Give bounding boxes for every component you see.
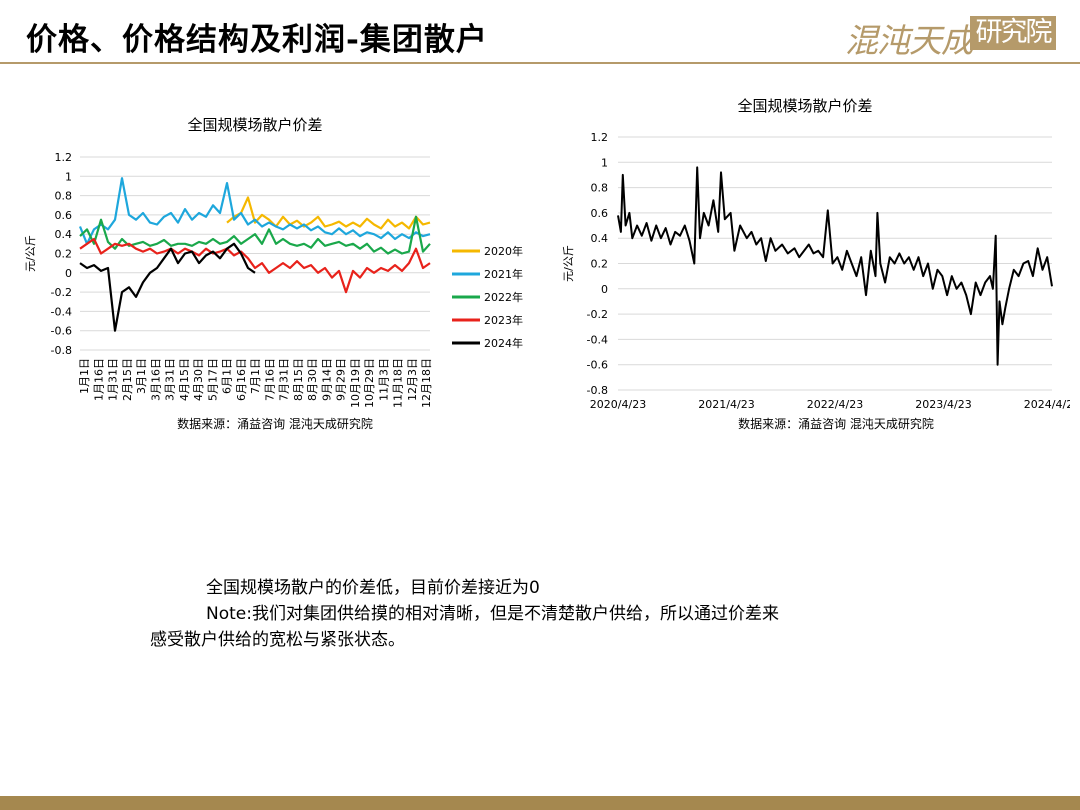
x-tick-label: 10月29日 bbox=[363, 358, 376, 408]
x-tick-label: 9月14日 bbox=[320, 358, 333, 401]
y-axis-label: 元/公斤 bbox=[562, 245, 575, 282]
x-tick-label: 12月3日 bbox=[406, 358, 419, 401]
y-tick-label: -0.6 bbox=[51, 325, 72, 338]
x-tick-label: 2020/4/23 bbox=[590, 398, 646, 411]
legend-label: 2024年 bbox=[484, 336, 523, 350]
company-logo: 混沌天成 研究院 bbox=[845, 8, 1057, 60]
y-tick-label: 0 bbox=[65, 267, 72, 280]
y-tick-label: -0.8 bbox=[587, 384, 608, 397]
y-tick-label: 0.4 bbox=[55, 228, 73, 241]
y-tick-label: -0.4 bbox=[587, 333, 608, 346]
slide-notes: 全国规模场散户的价差低，目前价差接近为0 Note:我们对集团供给摸的相对清晰，… bbox=[150, 575, 779, 653]
note-line-3: 感受散户供给的宽松与紧张状态。 bbox=[150, 630, 405, 650]
y-tick-label: 1.2 bbox=[55, 151, 73, 164]
chart-source: 数据来源：涌益咨询 混沌天成研究院 bbox=[738, 416, 934, 431]
title-divider bbox=[0, 62, 1080, 64]
x-tick-label: 7月1日 bbox=[249, 358, 262, 394]
note-line-2: Note:我们对集团供给摸的相对清晰，但是不清楚散户供给，所以通过价差来 bbox=[206, 604, 779, 624]
x-tick-label: 4月30日 bbox=[192, 358, 205, 401]
y-tick-label: 0.2 bbox=[591, 258, 609, 271]
legend-label: 2020年 bbox=[484, 244, 523, 258]
x-tick-label: 2023/4/23 bbox=[915, 398, 971, 411]
x-tick-label: 2024/4/23 bbox=[1024, 398, 1070, 411]
y-tick-label: 1.2 bbox=[591, 131, 609, 144]
x-tick-label: 2021/4/23 bbox=[698, 398, 754, 411]
x-tick-label: 8月30日 bbox=[306, 358, 319, 401]
chart-title: 全国规模场散户价差 bbox=[737, 97, 872, 115]
y-tick-label: 0.6 bbox=[55, 209, 73, 222]
y-tick-label: 1 bbox=[65, 170, 72, 183]
legend-label: 2022年 bbox=[484, 290, 523, 304]
y-axis-label: 元/公斤 bbox=[24, 235, 37, 272]
x-tick-label: 10月19日 bbox=[349, 358, 362, 408]
y-tick-label: 0.6 bbox=[591, 207, 609, 220]
y-tick-label: -0.6 bbox=[587, 359, 608, 372]
slide-title: 价格、价格结构及利润-集团散户 bbox=[26, 22, 488, 58]
series-line-2024年 bbox=[79, 242, 256, 332]
y-tick-label: 0.8 bbox=[55, 190, 73, 203]
y-tick-label: 0 bbox=[601, 283, 608, 296]
y-tick-label: 0.4 bbox=[591, 232, 609, 245]
x-tick-label: 3月31日 bbox=[164, 358, 177, 401]
y-tick-label: -0.8 bbox=[51, 344, 72, 357]
series-line-2023年 bbox=[79, 237, 431, 294]
series-line-2022年 bbox=[79, 215, 431, 255]
logo-box-text: 研究院 bbox=[970, 16, 1056, 50]
x-tick-label: 8月15日 bbox=[292, 358, 305, 401]
chart-title: 全国规模场散户价差 bbox=[187, 116, 322, 134]
logo-script-text: 混沌天成 bbox=[845, 21, 974, 60]
x-tick-label: 6月1日 bbox=[221, 358, 234, 394]
x-tick-label: 5月17日 bbox=[206, 358, 219, 401]
footer-bar bbox=[0, 796, 1080, 810]
y-tick-label: -0.2 bbox=[587, 308, 608, 321]
series-line-2020年 bbox=[226, 196, 431, 230]
x-tick-label: 1月16日 bbox=[92, 358, 105, 401]
x-tick-label: 2022/4/23 bbox=[807, 398, 863, 411]
y-tick-label: -0.2 bbox=[51, 286, 72, 299]
x-tick-label: 7月16日 bbox=[263, 358, 276, 401]
x-tick-label: 9月29日 bbox=[335, 358, 348, 401]
chart-right-history: 全国规模场散户价差 -0.8 -0.6 -0.4 -0.2 0 0.2 0.4 0.6 0.8 1 1… bbox=[562, 97, 1070, 431]
y-tick-label: 1 bbox=[601, 156, 608, 169]
x-tick-label: 1月31日 bbox=[107, 358, 120, 401]
x-tick-label: 3月16日 bbox=[149, 358, 162, 401]
series-line-2021年 bbox=[78, 177, 431, 245]
chart-left-seasonal: 全国规模场散户价差-0.8-0.6-0.4-0.200.20.40.60.811… bbox=[24, 116, 523, 431]
x-tick-label: 11月18日 bbox=[392, 358, 405, 408]
x-tick-label: 1月1日 bbox=[78, 358, 91, 394]
x-tick-label: 7月31日 bbox=[278, 358, 291, 401]
x-tick-label: 3月1日 bbox=[135, 358, 148, 394]
legend-label: 2023年 bbox=[484, 313, 523, 327]
x-tick-label: 11月3日 bbox=[377, 358, 390, 401]
x-tick-label: 2月15日 bbox=[121, 358, 134, 401]
y-tick-label: 0.8 bbox=[591, 182, 609, 195]
y-tick-label: -0.4 bbox=[51, 305, 72, 318]
series-line bbox=[617, 166, 1053, 366]
x-tick-label: 6月16日 bbox=[235, 358, 248, 401]
x-tick-label: 12月18日 bbox=[420, 358, 433, 408]
note-line-1: 全国规模场散户的价差低，目前价差接近为0 bbox=[206, 578, 540, 598]
legend-label: 2021年 bbox=[484, 267, 523, 281]
chart-source: 数据来源：涌益咨询 混沌天成研究院 bbox=[177, 416, 373, 431]
x-tick-label: 4月15日 bbox=[178, 358, 191, 401]
y-tick-label: 0.2 bbox=[55, 248, 73, 261]
